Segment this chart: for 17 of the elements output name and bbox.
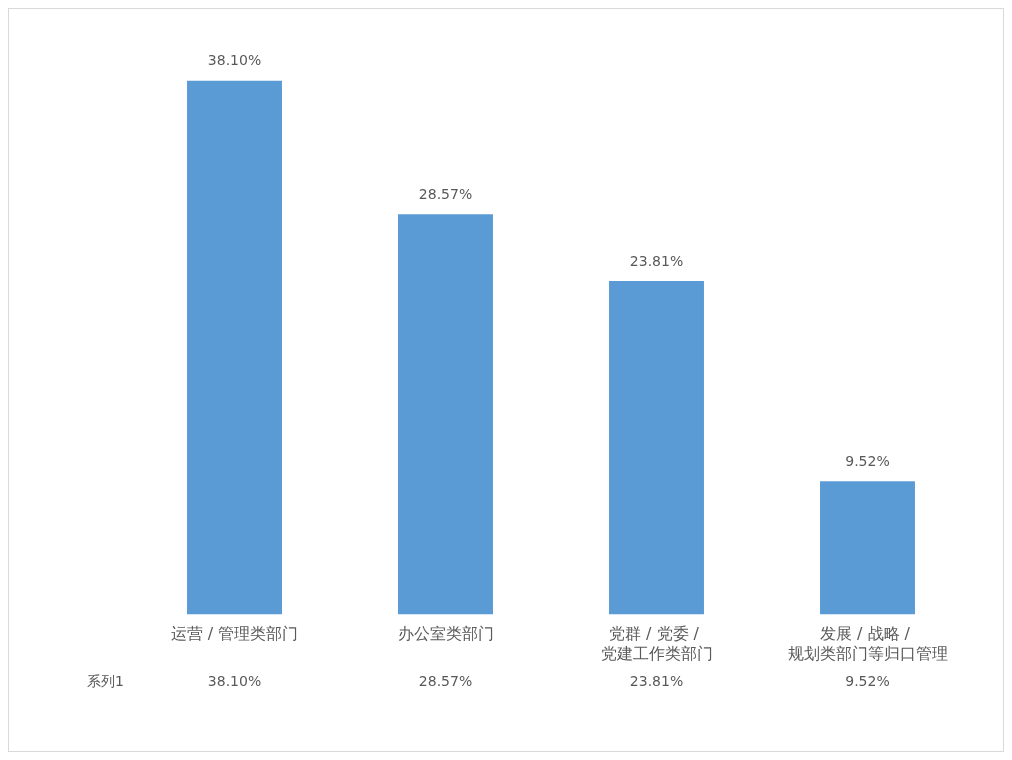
x-tick-label: 运营 / 管理类部门 [170,624,299,644]
text: 系列1 [87,673,124,690]
x-tick-label: 办公室类部门 [397,624,494,644]
x-tick-label: 党群 / 党委 / 党建工作类部门 [600,624,713,663]
data-label: 9.52% [845,673,890,690]
text: 28.57% [418,185,473,202]
x-tick-label: 发展 / 战略 / 规划类部门等归口管理 [787,624,948,663]
bar [820,481,915,615]
bar [187,80,282,615]
bar [398,214,493,615]
text: 23.81% [629,252,684,269]
data-label: 28.57% [418,673,473,690]
data-label: 23.81% [629,673,684,690]
text: 38.10% [207,52,262,69]
data-label: 38.10% [207,673,262,690]
bar [609,280,704,615]
text: 9.52% [845,452,890,469]
